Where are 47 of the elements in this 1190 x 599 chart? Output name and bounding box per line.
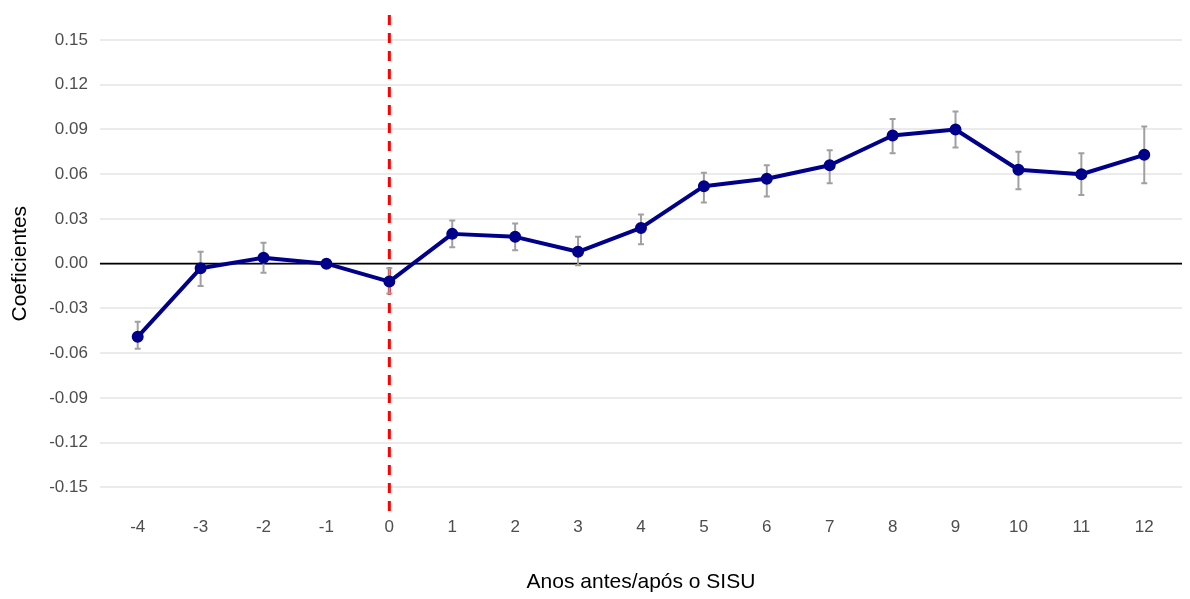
x-tick-label: 8 <box>887 517 898 537</box>
x-tick-label: 5 <box>699 517 709 537</box>
point <box>1012 163 1025 176</box>
point <box>257 251 270 264</box>
x-tick-label: -3 <box>193 517 209 537</box>
point <box>1075 168 1088 181</box>
point <box>320 257 333 270</box>
y-tick-label: -0.03 <box>49 298 88 318</box>
y-tick-label: 0.09 <box>54 119 88 139</box>
y-tick-label: 0.06 <box>54 163 88 183</box>
y-tick-label: -0.15 <box>49 477 88 497</box>
y-tick-label: 0.00 <box>54 253 88 273</box>
x-tick-label: 3 <box>573 517 583 537</box>
x-tick-label: -2 <box>255 517 272 537</box>
point <box>572 245 585 258</box>
point <box>886 129 899 142</box>
x-axis-title: Anos antes/após o SISU <box>526 569 756 593</box>
point <box>823 159 836 172</box>
point <box>1138 148 1151 161</box>
point <box>509 230 522 243</box>
y-tick-label: 0.15 <box>54 29 88 49</box>
point <box>131 330 144 343</box>
x-tick-label: 6 <box>762 517 772 537</box>
y-axis-title: Coeficientes <box>7 205 31 322</box>
x-tick-label: 7 <box>824 517 835 537</box>
point <box>634 221 647 234</box>
point <box>697 180 710 193</box>
point <box>760 172 773 185</box>
y-tick-label: 0.12 <box>54 74 88 94</box>
y-tick-label: -0.12 <box>49 432 88 452</box>
x-tick-label: 10 <box>1008 517 1028 537</box>
x-tick-label: -1 <box>318 517 334 537</box>
y-tick-label: -0.06 <box>49 342 88 362</box>
x-tick-label: 0 <box>384 517 395 537</box>
x-tick-label: 9 <box>950 517 961 537</box>
x-tick-label: 11 <box>1072 517 1091 537</box>
point <box>949 123 962 136</box>
x-tick-label: 4 <box>636 517 646 537</box>
point <box>446 227 459 240</box>
y-tick-label: 0.03 <box>54 208 88 228</box>
point <box>194 262 207 275</box>
y-tick-label: -0.09 <box>49 387 88 407</box>
point <box>383 275 396 288</box>
x-tick-label: 2 <box>510 517 520 537</box>
x-tick-label: -4 <box>130 517 146 537</box>
x-tick-label: 1 <box>447 517 457 537</box>
x-tick-label: 12 <box>1134 517 1154 537</box>
